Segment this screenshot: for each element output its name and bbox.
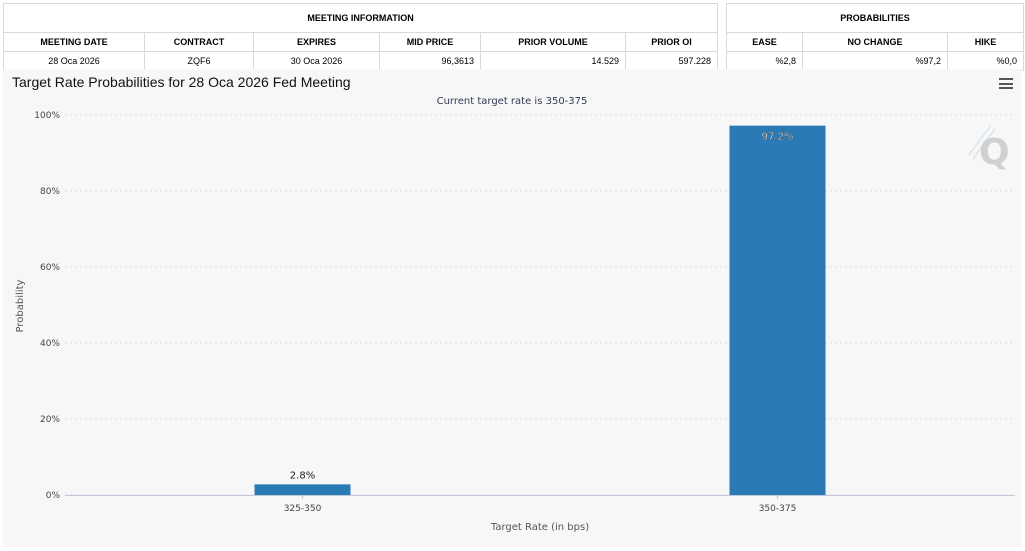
- data-label: 2.8%: [290, 470, 315, 481]
- cell-hike: %0,0: [946, 51, 1025, 71]
- header-no-change: NO CHANGE: [802, 32, 948, 52]
- header-prior-oi: PRIOR OI: [624, 32, 719, 52]
- y-tick-label: 20%: [40, 415, 60, 425]
- cell-ease: %2,8: [726, 51, 803, 71]
- bar-350-375[interactable]: [729, 125, 826, 495]
- q-logo-icon: Q: [968, 124, 1010, 173]
- header-mid-price: MID PRICE: [379, 32, 481, 52]
- probabilities-table: PROBABILITIES EASE NO CHANGE HIKE %2,8 %…: [725, 3, 1025, 71]
- y-tick-label: 40%: [40, 339, 60, 349]
- cell-contract: ZQF6: [144, 51, 254, 71]
- header-expires: EXPIRES: [253, 32, 380, 52]
- cell-meeting-date: 28 Oca 2026: [3, 51, 145, 71]
- y-tick-label: 60%: [40, 263, 60, 273]
- cell-prior-volume: 14.529: [480, 51, 626, 71]
- cell-no-change: %97,2: [802, 51, 948, 71]
- cell-mid-price: 96,3613: [379, 51, 481, 71]
- header-prior-volume: PRIOR VOLUME: [480, 32, 626, 52]
- svg-text:Q: Q: [979, 132, 1010, 173]
- header-contract: CONTRACT: [144, 32, 254, 52]
- chart-title: Target Rate Probabilities for 28 Oca 202…: [12, 74, 351, 90]
- bar-325-350[interactable]: [254, 484, 351, 495]
- header-hike: HIKE: [946, 32, 1025, 52]
- hamburger-menu-icon[interactable]: [999, 78, 1013, 89]
- probabilities-title: PROBABILITIES: [725, 3, 1025, 33]
- y-tick-label: 0%: [46, 491, 61, 501]
- cell-prior-oi: 597.228: [624, 51, 719, 71]
- x-tick-label: 325-350: [284, 504, 322, 514]
- y-tick-label: 80%: [40, 187, 60, 197]
- meeting-information-table: MEETING INFORMATION MEETING DATE CONTRAC…: [2, 3, 719, 71]
- meeting-information-title: MEETING INFORMATION: [2, 3, 719, 33]
- header-meeting-date: MEETING DATE: [3, 32, 145, 52]
- x-axis-title: Target Rate (in bps): [490, 522, 589, 533]
- chart-panel: Q 0% 20% 40% 60% 80% 100% 325-350 2.8% 350-375 97…: [3, 69, 1022, 547]
- data-label: 97.2%: [762, 132, 794, 143]
- probability-chart: Q 0% 20% 40% 60% 80% 100% 325-350 2.8% 350-375 97…: [15, 96, 1015, 533]
- y-tick-label: 100%: [34, 111, 60, 121]
- chart-subtitle: Current target rate is 350-375: [437, 96, 588, 107]
- y-axis-title: Probability: [15, 279, 26, 332]
- cell-expires: 30 Oca 2026: [253, 51, 380, 71]
- header-ease: EASE: [726, 32, 803, 52]
- x-tick-label: 350-375: [759, 504, 797, 514]
